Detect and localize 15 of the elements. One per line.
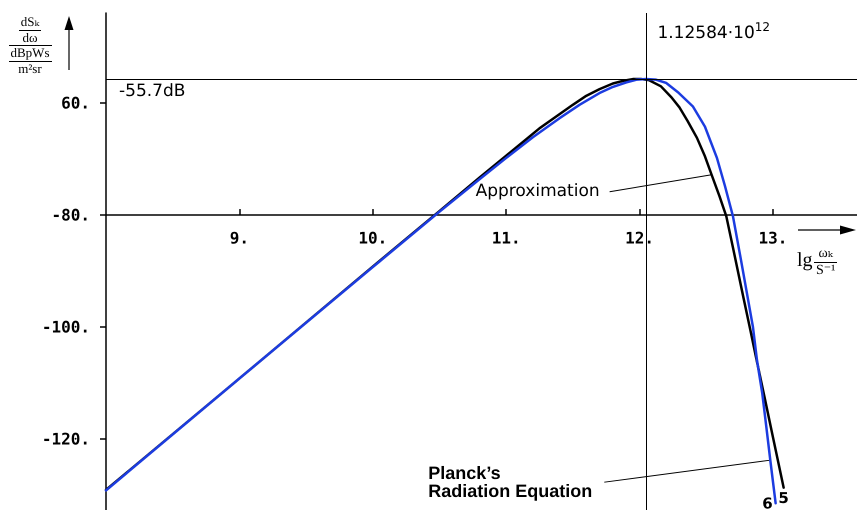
y-tick-label: 60. xyxy=(61,94,90,113)
annotation: Approximation xyxy=(476,180,600,202)
x-tick-label: 13. xyxy=(758,228,788,248)
x-tick-label: 9. xyxy=(230,228,250,248)
series-label: 6 xyxy=(762,494,773,510)
series-label: 5 xyxy=(778,489,789,508)
y-tick-label: -100. xyxy=(42,317,90,336)
y-axis-title: dSₖ dω dBpWs m²sr xyxy=(10,14,50,76)
x-tick-label: 11. xyxy=(492,228,521,248)
annotation: Planck’s Radiation Equation xyxy=(428,462,592,502)
ref-line-label: 1.12584·10$^{12}$ xyxy=(657,20,770,44)
x-tick-label: 10. xyxy=(358,228,388,248)
ref-line-label: -55.7dB xyxy=(119,81,186,102)
y-tick-label: -80. xyxy=(51,206,90,225)
y-tick-label: -120. xyxy=(42,429,90,448)
